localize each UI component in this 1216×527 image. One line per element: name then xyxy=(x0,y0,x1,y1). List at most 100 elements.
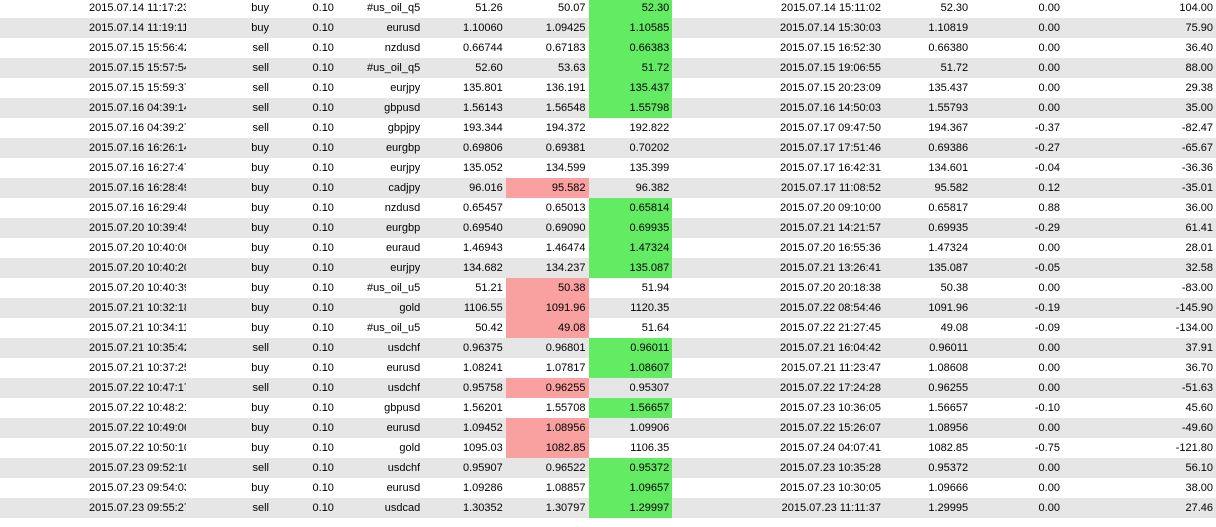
profit-cell: -65.67 xyxy=(1181,142,1214,154)
table-row[interactable]: 2015.07.15 15:56:42 sell 0.10 nzdusd 0.66744… xyxy=(0,38,1216,58)
swap-cell: -0.37 xyxy=(1034,122,1060,134)
stop-loss-cell: 134.599 xyxy=(545,162,586,174)
profit-cell: 27.46 xyxy=(1185,502,1214,514)
swap-cell: 0.00 xyxy=(1038,362,1060,374)
spacer-cell xyxy=(1060,258,1129,278)
close-price-cell: 1.08608 xyxy=(928,362,969,374)
spacer-cell xyxy=(672,18,768,38)
close-price-cell: 1091.96 xyxy=(928,302,969,314)
stop-loss-cell: 1.08956 xyxy=(505,418,589,438)
table-row[interactable]: 2015.07.22 10:50:10 buy 0.10 gold 1095.03 108… xyxy=(0,438,1216,458)
take-profit-cell: 51.94 xyxy=(641,282,670,294)
spacer-cell xyxy=(1060,218,1129,238)
spacer-cell xyxy=(672,278,768,298)
spacer-cell xyxy=(1060,138,1129,158)
lot-size-cell: 0.10 xyxy=(312,262,334,274)
close-time-cell: 2015.07.21 13:26:41 xyxy=(780,262,881,274)
open-price-cell: 51.26 xyxy=(475,2,503,14)
table-row[interactable]: 2015.07.20 10:40:06 buy 0.10 euraud 1.46943 1… xyxy=(0,238,1216,258)
open-price-cell: 1.10060 xyxy=(463,22,503,34)
lot-size-cell: 0.10 xyxy=(312,2,334,14)
table-row[interactable]: 2015.07.20 10:40:39 buy 0.10 #us_oil_u5 51.2… xyxy=(0,278,1216,298)
spacer-cell xyxy=(1060,158,1129,178)
take-profit-cell: 1120.35 xyxy=(630,302,670,314)
order-type-cell: buy xyxy=(251,2,269,14)
order-type-cell: buy xyxy=(251,222,269,234)
take-profit-cell: 1.56657 xyxy=(588,398,673,418)
lot-size-cell: 0.10 xyxy=(312,382,334,394)
stop-loss-cell: 49.08 xyxy=(505,318,589,338)
table-row[interactable]: 2015.07.21 10:34:11 buy 0.10 #us_oil_u5 50.4… xyxy=(0,318,1216,338)
spacer-cell xyxy=(672,338,768,358)
spacer-cell xyxy=(1060,478,1129,498)
close-price-cell: 1.56657 xyxy=(928,402,969,414)
profit-cell: 75.90 xyxy=(1185,22,1214,34)
table-row[interactable]: 2015.07.15 15:57:54 sell 0.10 #us_oil_q5 52.… xyxy=(0,58,1216,78)
table-row[interactable]: 2015.07.21 10:35:42 sell 0.10 usdchf 0.96375… xyxy=(0,338,1216,358)
profit-cell: 29.38 xyxy=(1185,82,1214,94)
stop-loss-cell: 1.08857 xyxy=(545,482,586,494)
close-time-cell: 2015.07.22 08:54:46 xyxy=(780,302,881,314)
open-time-cell: 2015.07.15 15:56:42 xyxy=(89,42,186,54)
open-time-cell: 2015.07.16 16:29:48 xyxy=(89,202,186,214)
open-price-cell: 0.69540 xyxy=(463,222,503,234)
spacer-cell xyxy=(672,238,768,258)
symbol-cell: gold xyxy=(399,442,421,454)
symbol-cell: usdchf xyxy=(387,342,421,354)
table-row[interactable]: 2015.07.22 10:48:21 buy 0.10 gbpusd 1.56201 1… xyxy=(0,398,1216,418)
table-row[interactable]: 2015.07.23 09:52:10 sell 0.10 usdchf 0.95907… xyxy=(0,458,1216,478)
table-row[interactable]: 2015.07.21 10:37:25 buy 0.10 eurusd 1.08241 1… xyxy=(0,358,1216,378)
table-row[interactable]: 2015.07.16 16:29:48 buy 0.10 nzdusd 0.65457 0… xyxy=(0,198,1216,218)
symbol-cell: eurusd xyxy=(386,22,421,34)
close-time-cell: 2015.07.20 09:10:00 xyxy=(780,202,881,214)
spacer-cell xyxy=(672,378,768,398)
table-row[interactable]: 2015.07.21 10:32:18 buy 0.10 gold 1106.55 109… xyxy=(0,298,1216,318)
spacer-cell xyxy=(672,398,768,418)
profit-cell: -83.00 xyxy=(1181,282,1214,294)
spacer-cell xyxy=(1060,298,1129,318)
table-row[interactable]: 2015.07.20 10:40:20 buy 0.10 eurjpy 134.682 1… xyxy=(0,258,1216,278)
stop-loss-cell: 136.191 xyxy=(545,82,586,94)
close-price-cell: 51.72 xyxy=(940,62,969,74)
table-row[interactable]: 2015.07.14 11:17:23 buy 0.10 #us_oil_q5 51.2… xyxy=(0,0,1216,18)
swap-cell: 0.00 xyxy=(1038,22,1060,34)
close-price-cell: 0.66380 xyxy=(928,42,969,54)
table-row[interactable]: 2015.07.22 10:47:17 sell 0.10 usdchf 0.95758… xyxy=(0,378,1216,398)
order-type-cell: buy xyxy=(251,442,269,454)
take-profit-cell: 0.96011 xyxy=(588,338,673,358)
take-profit-cell: 1.10585 xyxy=(588,18,673,38)
lot-size-cell: 0.10 xyxy=(312,122,334,134)
table-row[interactable]: 2015.07.20 10:39:45 buy 0.10 eurgbp 0.69540 0… xyxy=(0,218,1216,238)
profit-cell: 45.60 xyxy=(1185,402,1214,414)
spacer-cell xyxy=(672,138,768,158)
table-row[interactable]: 2015.07.23 09:54:03 buy 0.10 eurusd 1.09286 1… xyxy=(0,478,1216,498)
stop-loss-cell: 53.63 xyxy=(558,62,586,74)
close-price-cell: 1.08956 xyxy=(928,422,969,434)
table-row[interactable]: 2015.07.16 16:27:47 buy 0.10 eurjpy 135.052 1… xyxy=(0,158,1216,178)
open-price-cell: 1.30352 xyxy=(463,502,503,514)
table-row[interactable]: 2015.07.15 15:59:37 sell 0.10 eurjpy 135.801… xyxy=(0,78,1216,98)
close-price-cell: 52.30 xyxy=(940,2,969,14)
close-price-cell: 1.09666 xyxy=(928,482,969,494)
table-row[interactable]: 2015.07.14 11:19:11 buy 0.10 eurusd 1.10060 1… xyxy=(0,18,1216,38)
spacer-cell xyxy=(1060,98,1129,118)
table-row[interactable]: 2015.07.22 10:49:06 buy 0.10 eurusd 1.09452 1… xyxy=(0,418,1216,438)
take-profit-cell: 1.09657 xyxy=(588,478,673,498)
table-row[interactable]: 2015.07.16 16:28:49 buy 0.10 cadjpy 96.016 95… xyxy=(0,178,1216,198)
lot-size-cell: 0.10 xyxy=(312,22,334,34)
table-row[interactable]: 2015.07.16 16:26:14 buy 0.10 eurgbp 0.69806 0… xyxy=(0,138,1216,158)
spacer-cell xyxy=(0,478,89,498)
table-row[interactable]: 2015.07.16 04:39:27 sell 0.10 gbpjpy 193.344… xyxy=(0,118,1216,138)
close-time-cell: 2015.07.23 10:30:05 xyxy=(780,482,881,494)
take-profit-cell: 1.47324 xyxy=(588,238,673,258)
close-price-cell: 95.582 xyxy=(934,182,969,194)
table-row[interactable]: 2015.07.16 04:39:14 sell 0.10 gbpusd 1.56143… xyxy=(0,98,1216,118)
table-row[interactable]: 2015.07.23 09:55:27 sell 0.10 usdcad 1.30352… xyxy=(0,498,1216,518)
order-type-cell: buy xyxy=(251,202,269,214)
swap-cell: -0.19 xyxy=(1034,302,1060,314)
lot-size-cell: 0.10 xyxy=(312,82,334,94)
stop-loss-cell: 95.582 xyxy=(505,178,589,198)
take-profit-cell: 135.087 xyxy=(588,258,673,278)
close-price-cell: 0.95372 xyxy=(928,462,969,474)
lot-size-cell: 0.10 xyxy=(312,302,334,314)
